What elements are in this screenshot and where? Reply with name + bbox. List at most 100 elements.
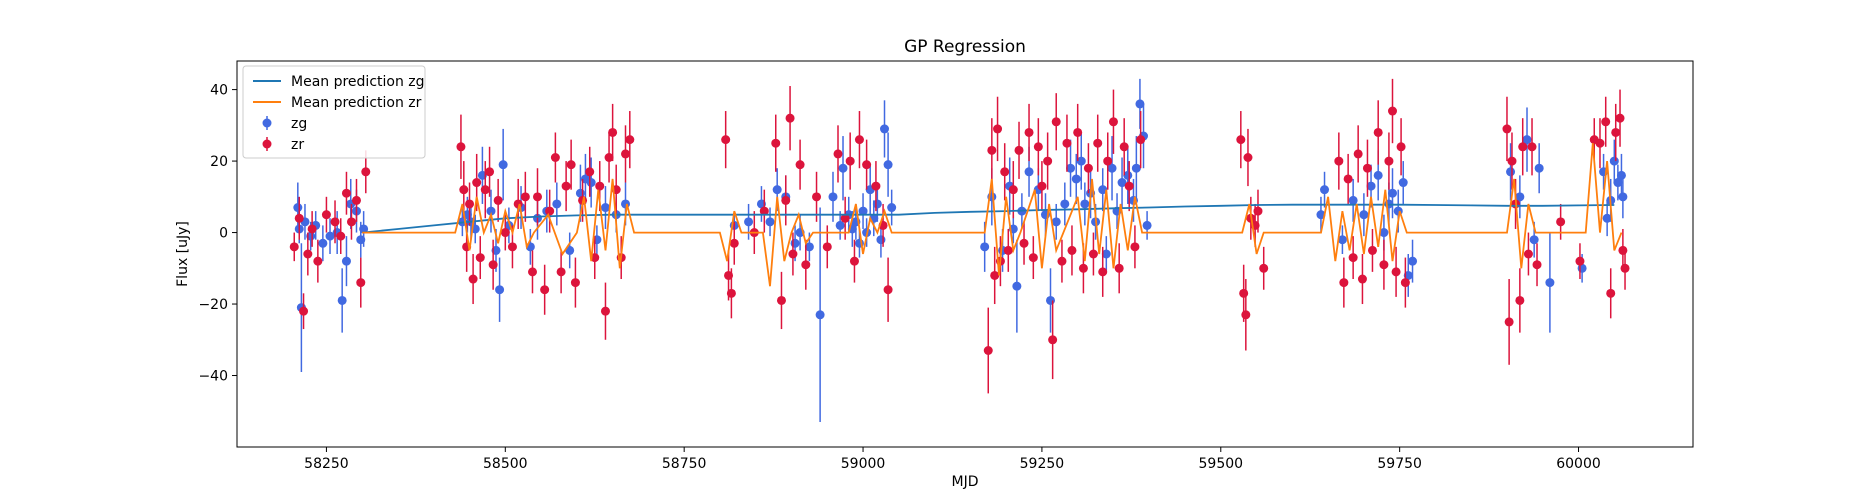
- data-point-zr: [500, 228, 510, 238]
- data-point-zr: [1606, 288, 1616, 298]
- data-point-zg: [828, 192, 838, 202]
- x-tick-label: 59500: [1199, 456, 1244, 472]
- data-point-zr: [456, 142, 466, 152]
- data-point-zr: [604, 153, 614, 162]
- data-point-zr: [1043, 156, 1053, 166]
- data-point-zg: [293, 203, 303, 213]
- data-point-zr: [845, 156, 855, 166]
- data-point-zg: [1506, 167, 1516, 177]
- data-point-zr: [307, 224, 317, 234]
- data-point-zr: [883, 285, 893, 295]
- data-point-zr: [1502, 124, 1512, 134]
- data-point-zr: [341, 188, 351, 198]
- data-point-zg: [1359, 210, 1369, 220]
- data-point-zr: [1236, 135, 1246, 145]
- x-tick-label: 58500: [483, 456, 528, 472]
- data-point-zr: [726, 288, 736, 298]
- data-point-zr: [1367, 245, 1377, 255]
- data-point-zr: [1400, 278, 1410, 288]
- data-point-zr: [1037, 181, 1047, 191]
- data-point-zg: [1618, 192, 1628, 202]
- data-point-zg: [486, 206, 496, 216]
- y-tick-label: 0: [219, 226, 228, 242]
- legend-label: zr: [291, 137, 304, 153]
- data-point-zg: [341, 256, 351, 266]
- x-axis-title: MJD: [952, 474, 979, 490]
- data-point-zr: [485, 167, 495, 177]
- data-point-zr: [1000, 167, 1010, 177]
- data-point-zg: [621, 199, 631, 209]
- data-point-zr: [1595, 138, 1605, 148]
- data-point-zr: [1523, 249, 1533, 259]
- data-point-zg: [887, 203, 897, 213]
- data-point-zg: [1337, 235, 1347, 245]
- data-point-zr: [1073, 127, 1083, 137]
- data-point-zr: [1243, 153, 1253, 162]
- data-point-zg: [495, 285, 505, 295]
- data-point-zr: [801, 260, 811, 270]
- data-point-zg: [359, 224, 369, 234]
- data-point-zr: [1601, 117, 1611, 127]
- data-point-zr: [1253, 206, 1263, 216]
- data-point-zr: [1048, 335, 1058, 345]
- data-point-zg: [858, 206, 868, 216]
- legend-swatch-marker: [262, 139, 272, 149]
- data-point-zr: [1008, 185, 1018, 195]
- data-point-zg: [325, 231, 335, 241]
- data-point-zr: [346, 217, 356, 227]
- x-tick-label: 59000: [841, 456, 886, 472]
- data-point-zr: [1259, 263, 1269, 273]
- data-point-zr: [785, 113, 795, 123]
- data-point-zg: [883, 160, 893, 170]
- data-point-zr: [361, 167, 371, 177]
- data-point-zr: [1093, 138, 1103, 148]
- data-point-zg: [1616, 170, 1626, 180]
- data-point-zr: [1373, 127, 1383, 137]
- data-point-zg: [1080, 199, 1090, 209]
- data-point-zr: [1611, 127, 1621, 137]
- data-point-zr: [1379, 260, 1389, 270]
- data-point-zr: [1507, 156, 1517, 166]
- data-point-zg: [1123, 170, 1133, 180]
- data-point-zr: [520, 192, 530, 202]
- data-point-zr: [472, 178, 482, 188]
- data-point-zr: [566, 160, 576, 170]
- data-point-zg: [1024, 167, 1034, 177]
- data-point-zr: [585, 167, 595, 177]
- data-point-zr: [795, 160, 805, 170]
- x-tick-label: 59750: [1377, 456, 1422, 472]
- x-tick-label: 58250: [304, 456, 349, 472]
- data-point-zg: [1387, 188, 1397, 198]
- data-point-zg: [1522, 135, 1532, 145]
- data-point-zg: [1320, 185, 1330, 195]
- data-point-zr: [1239, 288, 1249, 298]
- data-point-zr: [729, 238, 739, 248]
- data-point-zr: [533, 192, 543, 202]
- data-point-zg: [1107, 163, 1117, 173]
- data-point-zg: [1534, 163, 1544, 173]
- data-point-zr: [1504, 317, 1514, 327]
- data-point-zr: [468, 274, 478, 284]
- plot-area: [289, 78, 1630, 422]
- data-point-zr: [1114, 263, 1124, 273]
- x-tick-label: 59250: [1020, 456, 1065, 472]
- data-point-zg: [600, 203, 610, 213]
- data-point-zr: [1391, 267, 1401, 277]
- data-point-zr: [1527, 142, 1537, 152]
- data-point-zr: [849, 256, 859, 266]
- data-point-zg: [1366, 181, 1376, 191]
- data-point-zr: [1062, 138, 1072, 148]
- data-point-zr: [475, 253, 485, 263]
- data-point-zr: [556, 267, 566, 277]
- data-point-zr: [1348, 253, 1358, 263]
- data-point-zr: [1515, 295, 1525, 305]
- data-point-zg: [1060, 199, 1070, 209]
- data-point-zr: [1396, 142, 1406, 152]
- data-point-zr: [294, 213, 304, 223]
- x-tick-label: 58750: [662, 456, 707, 472]
- data-point-zr: [493, 195, 503, 205]
- data-point-zr: [1130, 242, 1140, 252]
- data-point-zg: [880, 124, 890, 134]
- data-point-zg: [1117, 178, 1127, 188]
